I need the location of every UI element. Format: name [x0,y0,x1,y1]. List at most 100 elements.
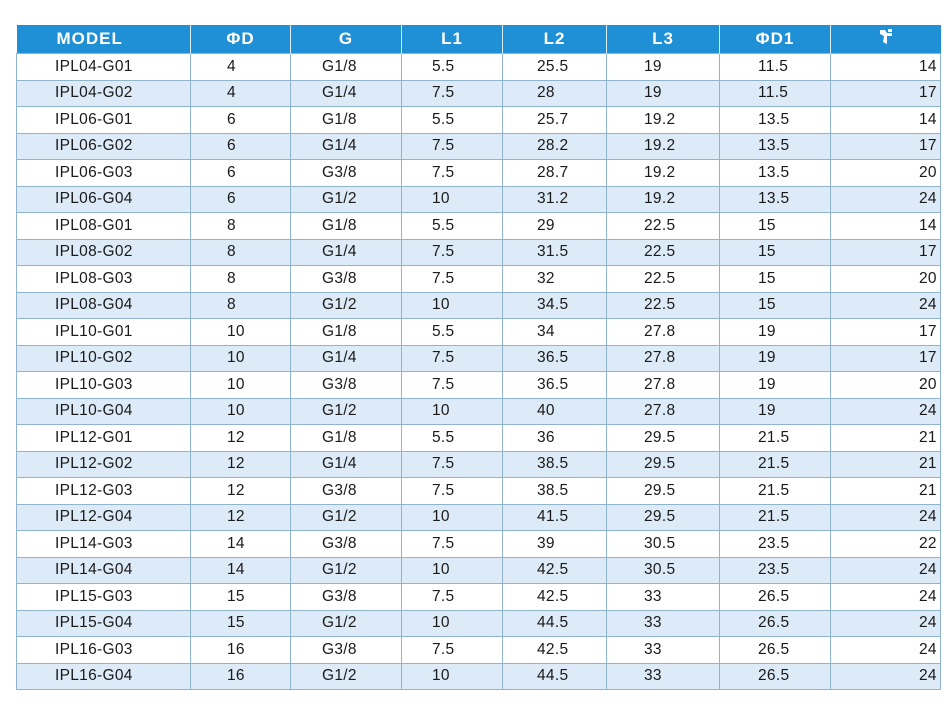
g-cell: G1/2 [290,557,402,584]
header-l1: L1 [401,25,503,54]
l1-cell: 7.5 [401,583,503,611]
l2-cell: 28 [502,80,607,107]
header-model: MODEL [16,25,191,54]
header-wrench [830,25,941,54]
spec-table: MODEL ΦD G L1 L2 L3 ΦD1 IPL04-G01 4 G1/8 5.… [16,25,941,690]
wrench-icon [876,27,896,52]
wrench-size-cell: 20 [830,371,941,399]
l3-cell: 27.8 [606,398,720,425]
model-cell: IPL10-G02 [16,345,191,372]
wrench-size-cell: 20 [830,265,941,293]
model-cell: IPL10-G04 [16,398,191,425]
wrench-size-cell: 22 [830,530,941,558]
table-row: IPL06-G04 6 G1/2 10 31.2 19.2 13.5 24 [16,186,941,213]
g-cell: G1/2 [290,610,402,637]
l1-cell: 10 [401,398,503,425]
table-body: IPL04-G01 4 G1/8 5.5 25.5 19 11.5 14 IPL04-G02 4 G… [16,53,941,690]
table-row: IPL08-G02 8 G1/4 7.5 31.5 22.5 15 17 [16,239,941,266]
wrench-size-cell: 24 [830,398,941,425]
d1-cell: 26.5 [719,636,831,664]
g-cell: G3/8 [290,265,402,293]
wrench-size-cell: 21 [830,424,941,452]
header-l3: L3 [606,25,720,54]
wrench-size-cell: 17 [830,133,941,160]
table-row: IPL10-G04 10 G1/2 10 40 27.8 19 24 [16,398,941,425]
d1-cell: 11.5 [719,53,831,81]
d1-cell: 19 [719,318,831,346]
model-cell: IPL16-G04 [16,663,191,690]
wrench-size-cell: 14 [830,212,941,240]
l3-cell: 27.8 [606,318,720,346]
d1-cell: 21.5 [719,477,831,505]
table-row: IPL15-G03 15 G3/8 7.5 42.5 33 26.5 24 [16,583,941,611]
d1-cell: 15 [719,212,831,240]
l3-cell: 33 [606,663,720,690]
wrench-size-cell: 17 [830,318,941,346]
l3-cell: 22.5 [606,292,720,319]
g-cell: G3/8 [290,636,402,664]
model-cell: IPL06-G04 [16,186,191,213]
g-cell: G3/8 [290,159,402,187]
d-cell: 14 [190,530,291,558]
l3-cell: 33 [606,610,720,637]
wrench-size-cell: 24 [830,583,941,611]
l2-cell: 32 [502,265,607,293]
d1-cell: 26.5 [719,610,831,637]
d1-cell: 13.5 [719,133,831,160]
d1-cell: 19 [719,398,831,425]
l2-cell: 34.5 [502,292,607,319]
header-g: G [290,25,402,54]
table-row: IPL04-G02 4 G1/4 7.5 28 19 11.5 17 [16,80,941,107]
l3-cell: 33 [606,583,720,611]
model-cell: IPL04-G02 [16,80,191,107]
wrench-size-cell: 24 [830,186,941,213]
d-cell: 4 [190,80,291,107]
g-cell: G1/2 [290,292,402,319]
d-cell: 10 [190,371,291,399]
l3-cell: 19.2 [606,133,720,160]
model-cell: IPL10-G03 [16,371,191,399]
d-cell: 15 [190,583,291,611]
wrench-size-cell: 24 [830,557,941,584]
model-cell: IPL08-G02 [16,239,191,266]
d-cell: 12 [190,451,291,478]
l1-cell: 7.5 [401,133,503,160]
l2-cell: 28.7 [502,159,607,187]
d-cell: 6 [190,186,291,213]
g-cell: G1/2 [290,398,402,425]
l2-cell: 44.5 [502,610,607,637]
d-cell: 12 [190,477,291,505]
model-cell: IPL12-G03 [16,477,191,505]
g-cell: G1/4 [290,133,402,160]
model-cell: IPL06-G02 [16,133,191,160]
l2-cell: 28.2 [502,133,607,160]
l1-cell: 7.5 [401,451,503,478]
l2-cell: 36.5 [502,345,607,372]
d-cell: 10 [190,318,291,346]
wrench-size-cell: 24 [830,636,941,664]
header-d: ΦD [190,25,291,54]
l2-cell: 29 [502,212,607,240]
l1-cell: 10 [401,610,503,637]
g-cell: G1/2 [290,504,402,531]
l3-cell: 33 [606,636,720,664]
d1-cell: 15 [719,265,831,293]
table-row: IPL08-G03 8 G3/8 7.5 32 22.5 15 20 [16,265,941,293]
l1-cell: 7.5 [401,239,503,266]
l1-cell: 7.5 [401,345,503,372]
header-d1: ΦD1 [719,25,831,54]
wrench-size-cell: 24 [830,292,941,319]
table-row: IPL12-G03 12 G3/8 7.5 38.5 29.5 21.5 21 [16,477,941,505]
d-cell: 8 [190,265,291,293]
l3-cell: 19.2 [606,159,720,187]
d-cell: 16 [190,663,291,690]
d1-cell: 13.5 [719,186,831,213]
d-cell: 16 [190,636,291,664]
l2-cell: 42.5 [502,583,607,611]
wrench-size-cell: 21 [830,451,941,478]
table-row: IPL04-G01 4 G1/8 5.5 25.5 19 11.5 14 [16,53,941,81]
table-row: IPL10-G02 10 G1/4 7.5 36.5 27.8 19 17 [16,345,941,372]
table-header: MODEL ΦD G L1 L2 L3 ΦD1 [16,25,941,54]
l3-cell: 19.2 [606,106,720,134]
table-row: IPL06-G03 6 G3/8 7.5 28.7 19.2 13.5 20 [16,159,941,187]
